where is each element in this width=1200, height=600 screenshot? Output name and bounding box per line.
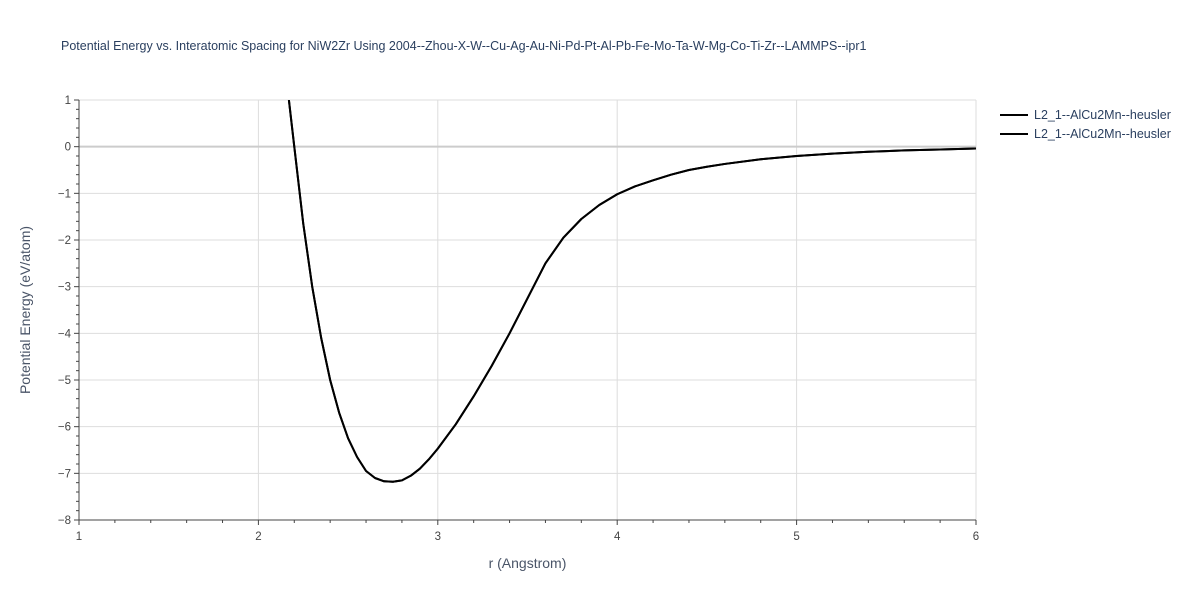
series-layer [287, 100, 976, 483]
y-tick-label: −4 [58, 328, 72, 340]
axes [74, 99, 977, 525]
y-tick-label: −8 [58, 515, 71, 527]
y-tick-label: 1 [65, 95, 71, 107]
legend-item-2[interactable]: L2_1--AlCu2Mn--heusler [1000, 127, 1171, 141]
y-tick-label: −3 [58, 282, 71, 294]
y-axis-label: Potential Energy (eV/atom) [17, 226, 33, 394]
y-tick-label: −2 [58, 235, 71, 247]
x-axis-label: r (Angstrom) [489, 555, 567, 571]
series-line-1 [287, 100, 976, 483]
legend-label: L2_1--AlCu2Mn--heusler [1034, 108, 1171, 122]
legend-item-1[interactable]: L2_1--AlCu2Mn--heusler [1000, 108, 1171, 122]
y-tick-label: −5 [58, 375, 71, 387]
x-tick-label: 6 [973, 531, 979, 543]
y-tick-label: 0 [65, 142, 71, 154]
x-tick-label: 5 [793, 531, 799, 543]
legend[interactable]: L2_1--AlCu2Mn--heusler L2_1--AlCu2Mn--heu… [1000, 108, 1171, 141]
series-line-2 [287, 100, 976, 483]
x-tick-label: 1 [76, 531, 82, 543]
x-tick-label: 4 [614, 531, 621, 543]
x-tick-label: 3 [435, 531, 441, 543]
legend-label: L2_1--AlCu2Mn--heusler [1034, 127, 1171, 141]
tick-labels: 1 2 3 4 5 6 1 0 −1 −2 −3 −4 −5 −6 −7 −8 [58, 95, 979, 543]
y-tick-label: −1 [58, 188, 71, 200]
grid-lines [79, 99, 977, 520]
x-tick-label: 2 [255, 531, 261, 543]
y-tick-label: −6 [58, 422, 71, 434]
y-tick-label: −7 [58, 468, 71, 480]
chart-title: Potential Energy vs. Interatomic Spacing… [61, 39, 867, 53]
